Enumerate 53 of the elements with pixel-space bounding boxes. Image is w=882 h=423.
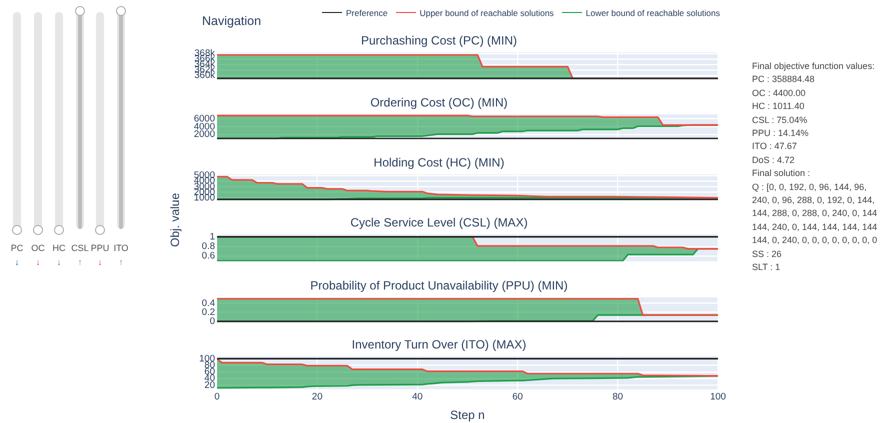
text: 144, 0, 240, 0, 0, 0, 0, 0, 0, 0, 0: [752, 234, 878, 248]
text: 144, 288, 0, 288, 0, 240, 0, 144: [752, 207, 878, 220]
text: Final objective function values:: [752, 60, 876, 73]
text: OC : 4400.00: [752, 86, 807, 100]
text: Q : [0, 0, 192, 0, 96, 144, 96,: [752, 180, 868, 194]
text: ↓: [14, 257, 20, 267]
y-tick-label: 2000: [194, 129, 215, 140]
text: SLT : 1: [752, 261, 782, 274]
text: ↓: [34, 257, 42, 267]
chart-title: Inventory Turn Over (ITO) (MAX): [352, 338, 526, 352]
chart-title: Purchashing Cost (PC) (MIN): [360, 34, 518, 48]
y-tick-label: 0.4: [202, 298, 215, 309]
y-tick-label: 6000: [194, 113, 215, 124]
legend-label: Lower bound of reachable solutions: [586, 8, 720, 18]
text: HC: [52, 243, 66, 253]
text: ITO : 47.67: [752, 140, 798, 154]
y-tick-label: 1: [210, 231, 215, 242]
text: CSL : 75.04%: [752, 114, 808, 127]
text: ↓: [56, 257, 62, 267]
chart-title: Ordering Cost (OC) (MIN): [370, 96, 508, 110]
x-axis-title: Step n: [450, 408, 485, 422]
chart-title: Cycle Service Level (CSL) (MAX): [350, 216, 528, 230]
text: ↓: [96, 257, 104, 267]
chart-title: Holding Cost (HC) (MIN): [374, 156, 504, 170]
text: PPU: [90, 243, 110, 253]
y-tick-label: 0.6: [202, 250, 215, 262]
text: PPU : 14.14%: [752, 127, 810, 140]
x-tick-label: 100: [710, 392, 726, 403]
legend-label: Upper bound of reachable solutions: [420, 8, 554, 18]
x-tick-label: 20: [312, 392, 322, 403]
y-tick-label: 0.2: [202, 306, 215, 318]
text: HC : 1011.40: [752, 100, 806, 114]
text: ITO: [114, 243, 128, 253]
x-tick-label: 60: [512, 392, 523, 403]
x-tick-label: 80: [612, 392, 624, 403]
chart-title: Probability of Product Unavailability (PPU) (MIN): [310, 278, 568, 293]
text: 240, 0, 96, 288, 0, 192, 0, 144,: [752, 194, 876, 208]
text: SS : 26: [752, 248, 783, 261]
y-tick-label: 0.8: [202, 241, 215, 252]
text: DoS : 4.72: [752, 154, 796, 167]
y-axis-title: Obj. value: [168, 192, 182, 250]
text: ↑: [118, 257, 124, 267]
text: OC: [30, 243, 46, 253]
text: PC: [10, 243, 24, 253]
text: PC : 358884.48: [752, 73, 816, 86]
text: ↑: [76, 257, 84, 267]
y-tick-label: 0: [210, 316, 215, 328]
text: Navigation: [202, 14, 262, 28]
text: Final solution :: [752, 167, 812, 180]
x-tick-label: 40: [412, 392, 423, 403]
text: CSL: [71, 243, 89, 253]
legend-label: Preference: [346, 8, 388, 18]
text: 144, 240, 0, 144, 144, 144, 144: [752, 220, 878, 234]
